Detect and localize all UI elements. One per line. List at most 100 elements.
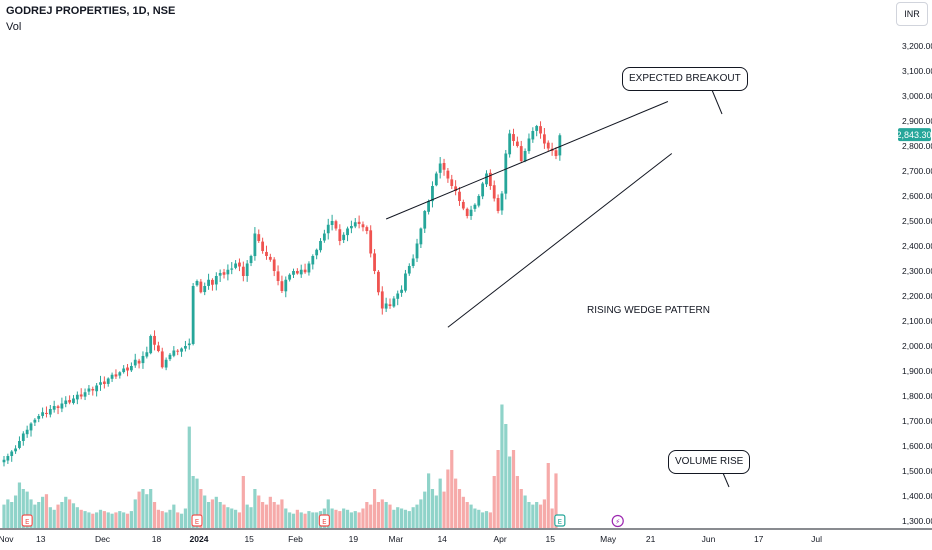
candle (218, 269, 222, 282)
volume-bar (353, 511, 357, 528)
volume-bar (504, 424, 508, 528)
candle (458, 186, 461, 206)
volume-bar (226, 507, 230, 528)
volume-bar (481, 512, 485, 528)
currency-button[interactable]: INR (896, 2, 928, 26)
candle (415, 238, 419, 263)
volume-bar (149, 489, 153, 528)
volume-bar (330, 508, 334, 528)
candle (380, 286, 384, 315)
price-tick-label: 3,200.00 (902, 41, 932, 51)
volume-bar (245, 504, 249, 528)
candle (137, 358, 141, 369)
volume-bar (465, 502, 469, 528)
volume-bar (411, 507, 415, 528)
event-marker[interactable]: E (21, 514, 33, 527)
volume-bar (396, 507, 400, 528)
volume-bar (554, 473, 558, 528)
breakout-pointer (711, 89, 723, 115)
volume-bar (365, 502, 369, 528)
volume-bar (511, 450, 516, 528)
svg-text:⚡: ⚡ (615, 518, 620, 526)
volume-bar (91, 513, 95, 528)
volume-bar (369, 504, 373, 528)
candle (176, 349, 180, 356)
candle (249, 254, 253, 267)
volume-bar (326, 499, 330, 528)
volume-bar (52, 509, 56, 528)
volume-bar (523, 495, 527, 528)
volume-bar (419, 499, 423, 528)
volume-bar (407, 511, 411, 528)
candle (295, 268, 299, 275)
candle (207, 273, 210, 290)
volume-bar (234, 509, 238, 528)
volume-bar (311, 512, 315, 528)
candle (461, 199, 465, 211)
candle (396, 290, 400, 306)
event-marker[interactable]: E (554, 514, 566, 527)
candle (29, 422, 33, 437)
event-marker[interactable]: E (191, 514, 203, 527)
candle (56, 404, 60, 415)
volume-bar (500, 404, 504, 528)
volume-bar (241, 476, 245, 528)
volume-bar (276, 504, 280, 528)
price-tick-label: 3,000.00 (902, 91, 932, 101)
candle (52, 400, 56, 413)
volume-indicator-label[interactable]: Vol (6, 21, 22, 33)
volume-bar (102, 511, 106, 528)
volume-bar (79, 509, 83, 528)
time-tick-label: 2024 (190, 534, 209, 544)
volume-bar (345, 509, 350, 528)
candle (141, 351, 145, 369)
candle (214, 272, 218, 291)
volume-bar (68, 499, 72, 528)
candle (164, 357, 168, 371)
volume-bar (95, 512, 99, 528)
volume-bar (427, 473, 431, 528)
last-price-value: 2,843.30 (896, 130, 931, 140)
volume-bar (484, 511, 489, 528)
candle (276, 265, 280, 286)
volume-bar (519, 489, 523, 528)
price-tick-label: 2,700.00 (902, 166, 932, 176)
volume-bar (152, 502, 157, 528)
candle (234, 260, 237, 270)
volume-rise-callout: VOLUME RISE (668, 450, 751, 474)
candle (500, 191, 504, 215)
time-tick-label: Apr (493, 534, 506, 544)
price-tick-label: 2,500.00 (902, 216, 932, 226)
candle (184, 340, 187, 352)
volume-bar (168, 509, 172, 528)
candle (122, 365, 126, 374)
candle (102, 376, 106, 389)
wedge-trendline (385, 101, 669, 220)
event-marker[interactable]: E (318, 514, 330, 527)
volume-bar (338, 511, 342, 528)
candle (64, 396, 68, 408)
volume-bar (222, 504, 226, 528)
volume-bar (442, 491, 446, 528)
candle (149, 334, 153, 355)
volume-bar (13, 495, 18, 528)
volume-bar (110, 513, 114, 528)
volume-bar (473, 508, 477, 528)
volume-bar (334, 509, 338, 528)
volume-bar (141, 489, 145, 528)
candle (384, 297, 388, 313)
candle (438, 157, 442, 179)
candle (203, 282, 207, 296)
volume-bar (218, 502, 222, 528)
candle (272, 257, 276, 277)
price-tick-label: 1,700.00 (902, 416, 932, 426)
volume-bar (542, 499, 546, 528)
svg-text:E: E (558, 518, 562, 526)
volume-bar (41, 496, 45, 528)
volume-bar (98, 509, 103, 528)
chart-title: GODREJ PROPERTIES, 1D, NSE (6, 5, 176, 17)
candle (350, 220, 353, 234)
volume-bar (399, 508, 404, 528)
event-marker[interactable]: ⚡ (611, 514, 624, 528)
